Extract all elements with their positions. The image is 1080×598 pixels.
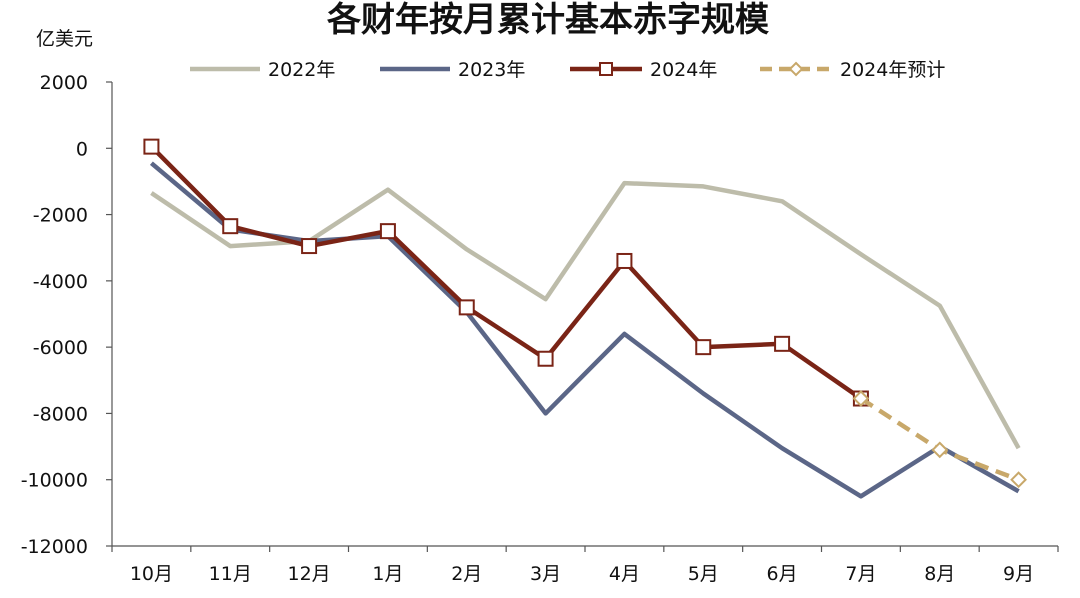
y-unit-label: 亿美元 bbox=[36, 28, 93, 50]
x-tick-label: 11月 bbox=[209, 563, 252, 585]
y-tick-label: -12000 bbox=[21, 536, 88, 558]
y-tick-label: 0 bbox=[76, 138, 88, 160]
series-1 bbox=[150, 180, 1021, 450]
x-tick-label: 12月 bbox=[287, 563, 330, 585]
data-point-square bbox=[379, 223, 396, 240]
series-line bbox=[150, 180, 1021, 450]
legend-label: 2024年预计 bbox=[840, 59, 945, 81]
legend-item-1: 2022年 bbox=[190, 59, 335, 81]
series-3 bbox=[143, 138, 869, 407]
x-tick-label: 6月 bbox=[767, 563, 798, 585]
data-point-square bbox=[143, 138, 160, 155]
legend: 2022年 2023年 2024年 2024年预计 bbox=[190, 59, 945, 81]
data-point-diamond bbox=[931, 441, 949, 459]
y-tick-label: -8000 bbox=[33, 403, 88, 425]
legend-item-3: 2024年 bbox=[570, 59, 717, 81]
series-layer bbox=[143, 138, 1027, 499]
series-line bbox=[859, 396, 1020, 482]
legend-marker bbox=[788, 61, 804, 77]
y-tick-label: -2000 bbox=[33, 205, 88, 227]
x-tick-label: 8月 bbox=[924, 563, 955, 585]
data-point-diamond bbox=[852, 390, 870, 407]
series-2 bbox=[149, 161, 1020, 499]
x-tick-label: 1月 bbox=[372, 563, 403, 585]
legend-label: 2023年 bbox=[458, 59, 525, 81]
data-point-square bbox=[458, 299, 475, 316]
legend-marker bbox=[599, 62, 613, 76]
x-tick-label: 5月 bbox=[688, 563, 719, 585]
x-tick-label: 7月 bbox=[845, 563, 876, 585]
data-point-square bbox=[774, 335, 791, 352]
y-tick-label: -10000 bbox=[21, 470, 88, 492]
x-tick-label: 2月 bbox=[451, 563, 482, 585]
data-point-diamond bbox=[1010, 471, 1027, 489]
series-4 bbox=[852, 390, 1027, 489]
x-tick-label: 10月 bbox=[130, 563, 173, 585]
legend-item-4: 2024年预计 bbox=[760, 59, 945, 81]
chart-title: 各财年按月累计基本赤字规模 bbox=[327, 0, 769, 40]
data-point-square bbox=[695, 339, 712, 356]
data-point-square bbox=[222, 218, 239, 235]
data-point-square bbox=[616, 252, 633, 269]
y-tick-label: 2000 bbox=[40, 72, 88, 94]
x-tick-label: 4月 bbox=[609, 563, 640, 585]
x-tick-label: 9月 bbox=[1003, 563, 1034, 585]
legend-item-2: 2023年 bbox=[380, 59, 525, 81]
data-point-square bbox=[301, 238, 318, 255]
data-point-square bbox=[537, 350, 554, 367]
axes: 2000 0 -2000 -4000 -6000 -8000 -10000 -12000 10月… bbox=[21, 72, 1059, 585]
y-tick-label: -6000 bbox=[33, 337, 88, 359]
x-tick-label: 3月 bbox=[530, 563, 561, 585]
legend-label: 2022年 bbox=[268, 59, 335, 81]
legend-label: 2024年 bbox=[650, 59, 717, 81]
series-line bbox=[149, 145, 863, 401]
y-tick-label: -4000 bbox=[33, 271, 88, 293]
series-line bbox=[149, 161, 1020, 499]
